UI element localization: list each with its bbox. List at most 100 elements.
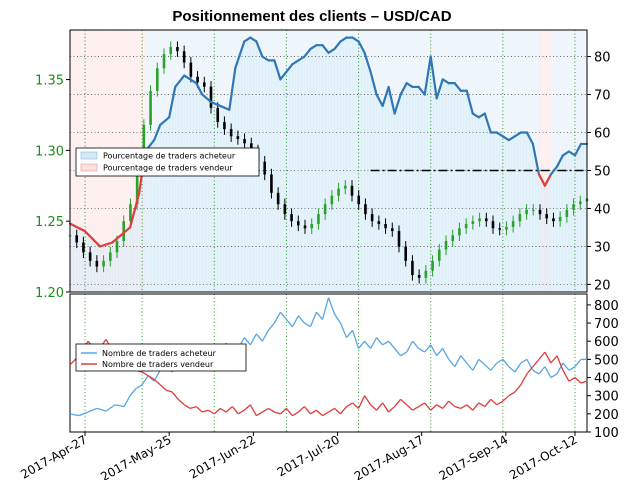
short-count-line-segment (478, 402, 486, 408)
candle-body (411, 260, 414, 276)
long-percentage-line-segment (513, 131, 522, 138)
long-count-line-segment (153, 369, 161, 382)
long-percentage-line-segment (153, 123, 162, 142)
long-count-line-segment (514, 362, 522, 373)
long-percentage-line-segment (399, 82, 408, 96)
long-count-line-segment (400, 351, 407, 357)
short-count-line-segment (454, 405, 461, 410)
candle-body (424, 270, 428, 278)
short-count-line-segment (262, 407, 269, 413)
long-percentage-line-segment (567, 150, 577, 157)
long-percentage-line-segment (168, 85, 177, 119)
long-count-line-segment (544, 366, 552, 378)
long-count-line-segment (568, 366, 576, 371)
short-count-line-segment (520, 373, 528, 386)
long-percentage-line-segment (381, 85, 390, 108)
short-count-line-segment (490, 398, 498, 406)
long-percentage-line-segment (525, 131, 534, 146)
candle-body (478, 218, 481, 222)
long-percentage-line-segment (297, 55, 306, 62)
bottom-axis-tick-label: 100 (594, 426, 619, 441)
x-axis-tick-label: 2017-May-25 (98, 432, 173, 480)
long-percentage-line-segment (351, 36, 360, 43)
candle-body (437, 249, 441, 261)
short-count-line-segment (153, 378, 161, 386)
short-count-line-segment (322, 411, 329, 417)
long-percentage-line-segment (261, 55, 270, 62)
long-count-line-segment (418, 347, 426, 353)
long-percentage-line-segment (405, 82, 414, 89)
long-count-line-segment (321, 297, 330, 320)
short-count-line-segment (231, 406, 239, 415)
sentiment-background-band (550, 30, 558, 292)
long-percentage-line-segment (285, 63, 294, 73)
long-percentage-line-segment (68, 222, 87, 233)
candle-body (182, 51, 186, 63)
short-count-line-segment (190, 405, 197, 410)
candle-body (108, 252, 112, 261)
short-count-line-segment (141, 371, 149, 377)
long-count-line-segment (261, 330, 269, 342)
long-percentage-line-segment (543, 173, 553, 187)
candle-body (384, 224, 387, 229)
long-percentage-line-segment (309, 44, 318, 51)
short-count-line-segment (448, 400, 456, 408)
long-count-line-segment (472, 359, 480, 371)
long-count-line-segment (87, 407, 98, 413)
candle-body (290, 214, 293, 222)
candle-body (202, 82, 206, 87)
candle-body (155, 68, 159, 91)
long-percentage-line-segment (201, 93, 213, 104)
long-percentage-line-segment (83, 230, 102, 248)
long-percentage-line-segment (321, 44, 330, 54)
bottom-panel-frame (69, 293, 588, 433)
long-count-line-segment (273, 311, 281, 324)
candle-body (377, 221, 381, 225)
legend-label-short: Pourcentage de traders vendeur (103, 164, 233, 173)
long-count-line-segment (502, 358, 510, 368)
long-count-line-segment (508, 366, 516, 373)
long-percentage-line-segment (393, 93, 402, 115)
long-percentage-line-segment (228, 66, 237, 111)
long-count-line-segment (484, 364, 492, 371)
candle-body (337, 188, 340, 196)
candle-body (189, 62, 193, 77)
long-percentage-line-segment (471, 112, 480, 119)
short-count-line-segment (352, 402, 359, 409)
candle-body (263, 161, 267, 175)
short-count-line-segment (213, 407, 221, 415)
long-count-line-segment (279, 311, 287, 320)
x-axis: 2017-Apr-27 2017-May-25 2017-Jun-22 2017-Ju… (18, 432, 579, 480)
short-count-line-segment (268, 407, 275, 413)
candle-body (176, 46, 179, 52)
candle-body (115, 241, 119, 253)
candle-body (498, 228, 502, 230)
legend-swatch-short (80, 163, 98, 172)
candle-body (572, 204, 575, 210)
long-count-line-segment (123, 395, 131, 407)
short-count-line-segment (249, 404, 257, 416)
long-count-line-segment (249, 333, 257, 346)
legend-label-long-count: Nombre de traders acheteur (102, 349, 217, 358)
short-count-line-segment (171, 391, 179, 400)
long-count-line-segment (309, 311, 318, 327)
candle-body (75, 235, 79, 243)
short-count-line-segment (502, 395, 510, 402)
short-count-line-segment (496, 400, 504, 406)
candle-body (578, 201, 582, 205)
short-count-line-segment (412, 406, 420, 411)
long-percentage-line-segment (537, 173, 547, 187)
long-percentage-line-segment (129, 192, 141, 229)
candle-body (283, 204, 287, 215)
right-axis-tick-label: 50 (594, 164, 611, 179)
long-percentage-line-segment (303, 47, 312, 58)
candle-body (558, 216, 562, 222)
short-count-line-segment (316, 409, 323, 417)
long-percentage-area (70, 37, 587, 292)
bottom-axis-tick-label: 200 (594, 408, 619, 423)
long-percentage-line-segment (333, 40, 342, 51)
long-count-line-segment (376, 337, 384, 346)
bottom-legend: Nombre de traders acheteur Nombre de trad… (75, 343, 247, 372)
candle-body (296, 221, 300, 226)
